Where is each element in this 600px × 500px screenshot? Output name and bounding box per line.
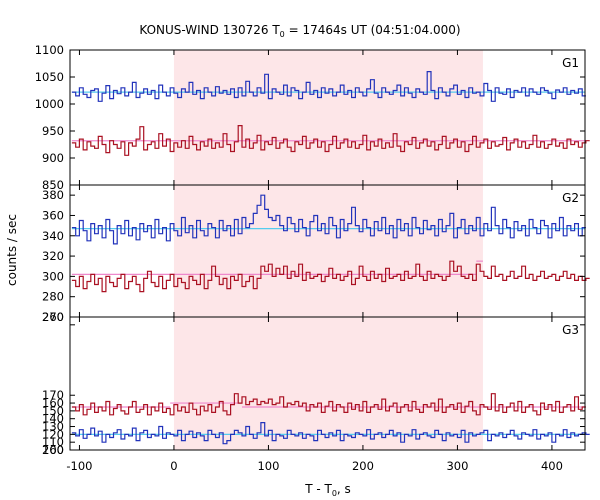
- y-axis-label: counts / sec: [5, 214, 19, 286]
- y-tick-label: 100: [42, 443, 64, 457]
- panel-frame: [69, 316, 586, 451]
- chart-title: KONUS-WIND 130726 T0 = 17464s UT (04:51:…: [139, 23, 460, 39]
- x-tick-label: -100: [66, 459, 92, 473]
- y-tick-label: 270: [42, 310, 64, 324]
- y-tick-label: 900: [42, 151, 64, 165]
- y-tick-label: 260: [42, 310, 64, 324]
- y-tick-label: 360: [42, 208, 64, 222]
- y-tick-label: 260: [42, 443, 64, 457]
- series-g1-blue: [71, 71, 586, 102]
- y-tick-label: 850: [42, 178, 64, 192]
- y-tick-label: 130: [42, 420, 64, 434]
- series-g1-red: [71, 125, 590, 156]
- y-tick-label: 1050: [35, 70, 64, 84]
- y-tick-label: 160: [42, 396, 64, 410]
- y-tick-label: 140: [42, 412, 64, 426]
- series-g2-red: [71, 260, 590, 293]
- y-tick-label: 340: [42, 229, 64, 243]
- x-tick-label: 200: [352, 459, 374, 473]
- y-tick-label: 1100: [35, 43, 64, 57]
- y-tick-label: 1000: [35, 97, 64, 111]
- y-tick-label: 950: [42, 124, 64, 138]
- panel-label: G3: [562, 323, 579, 337]
- y-tick-label: 300: [42, 269, 64, 283]
- x-axis-label: T - T0, s: [304, 482, 351, 498]
- plot-area: 850900950100010501100G126028030032034036…: [35, 43, 590, 473]
- y-tick-label: 150: [42, 404, 64, 418]
- panel-label: G1: [562, 56, 579, 70]
- y-tick-label: 380: [42, 188, 64, 202]
- shaded-interval: [173, 50, 483, 450]
- y-tick-label: 280: [42, 290, 64, 304]
- x-tick-label: 100: [257, 459, 279, 473]
- x-tick-label: 0: [170, 459, 177, 473]
- y-tick-label: 170: [42, 388, 64, 402]
- series-g3-blue: [71, 422, 590, 445]
- panel-label: G2: [562, 191, 579, 205]
- y-tick-label: 320: [42, 249, 64, 263]
- series-g3-red: [71, 393, 586, 416]
- y-tick-label: 110: [42, 435, 64, 449]
- x-tick-label: 400: [541, 459, 563, 473]
- x-tick-label: 300: [446, 459, 468, 473]
- series-g2-blue: [71, 194, 586, 245]
- y-tick-label: 120: [42, 427, 64, 441]
